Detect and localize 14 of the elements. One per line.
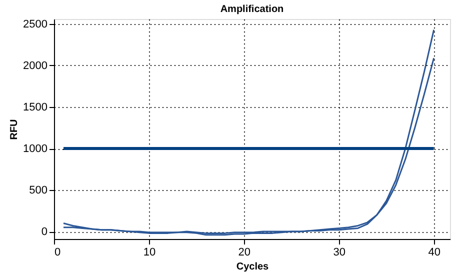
chart-title: Amplification	[220, 4, 284, 15]
y-tick-label: 1500	[23, 102, 48, 114]
x-tick-label: 10	[143, 246, 156, 258]
y-tick-label: 1000	[23, 143, 48, 156]
y-tick-label: 500	[29, 184, 48, 197]
x-axis-title: Cycles	[236, 262, 270, 272]
y-tick-label: 2500	[23, 18, 48, 30]
y-tick-label: 0	[41, 226, 48, 238]
x-tick-label: 0	[54, 246, 61, 258]
y-tick-label: 2000	[23, 60, 48, 72]
x-tick-label: 40	[428, 246, 440, 258]
x-tick-label: 30	[333, 246, 346, 258]
y-axis-title: RFU	[9, 119, 20, 140]
x-tick-label: 20	[238, 246, 251, 258]
